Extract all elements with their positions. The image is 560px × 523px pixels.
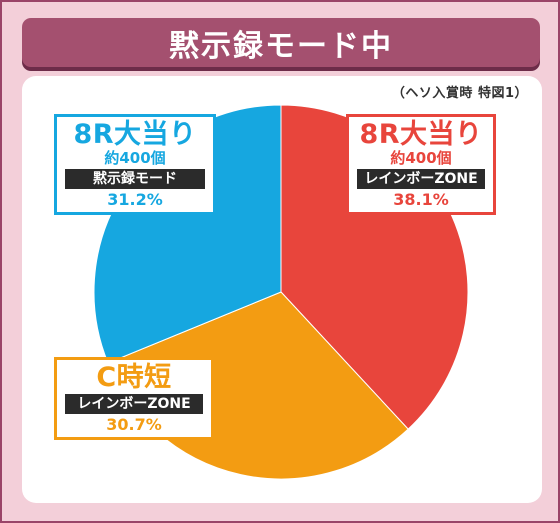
chart-panel: （ヘソ入賞時 特図1） 8R大当り 約400個 レインボーZONE 38.1% … — [22, 76, 542, 503]
slice-label-blue: 8R大当り 約400個 黙示録モード 31.2% — [54, 114, 216, 215]
slice-percent: 38.1% — [393, 190, 449, 209]
slice-label-red: 8R大当り 約400個 レインボーZONE 38.1% — [346, 114, 496, 215]
slice-subtitle: 約400個 — [104, 149, 166, 167]
slice-percent: 31.2% — [107, 190, 163, 209]
slice-tag: 黙示録モード — [65, 169, 205, 189]
slice-tag: レインボーZONE — [65, 394, 203, 414]
slice-title: 8R大当り — [359, 119, 483, 150]
title-banner: 黙示録モード中 — [22, 18, 540, 67]
slice-subtitle: 約400個 — [390, 149, 452, 167]
page-title: 黙示録モード中 — [169, 28, 393, 64]
slice-tag: レインボーZONE — [357, 169, 485, 189]
slice-label-orange: C時短 レインボーZONE 30.7% — [54, 357, 214, 440]
slice-percent: 30.7% — [106, 415, 162, 434]
slice-title: 8R大当り — [73, 119, 197, 150]
note-text: （ヘソ入賞時 特図1） — [391, 86, 528, 101]
slice-title: C時短 — [96, 362, 172, 393]
